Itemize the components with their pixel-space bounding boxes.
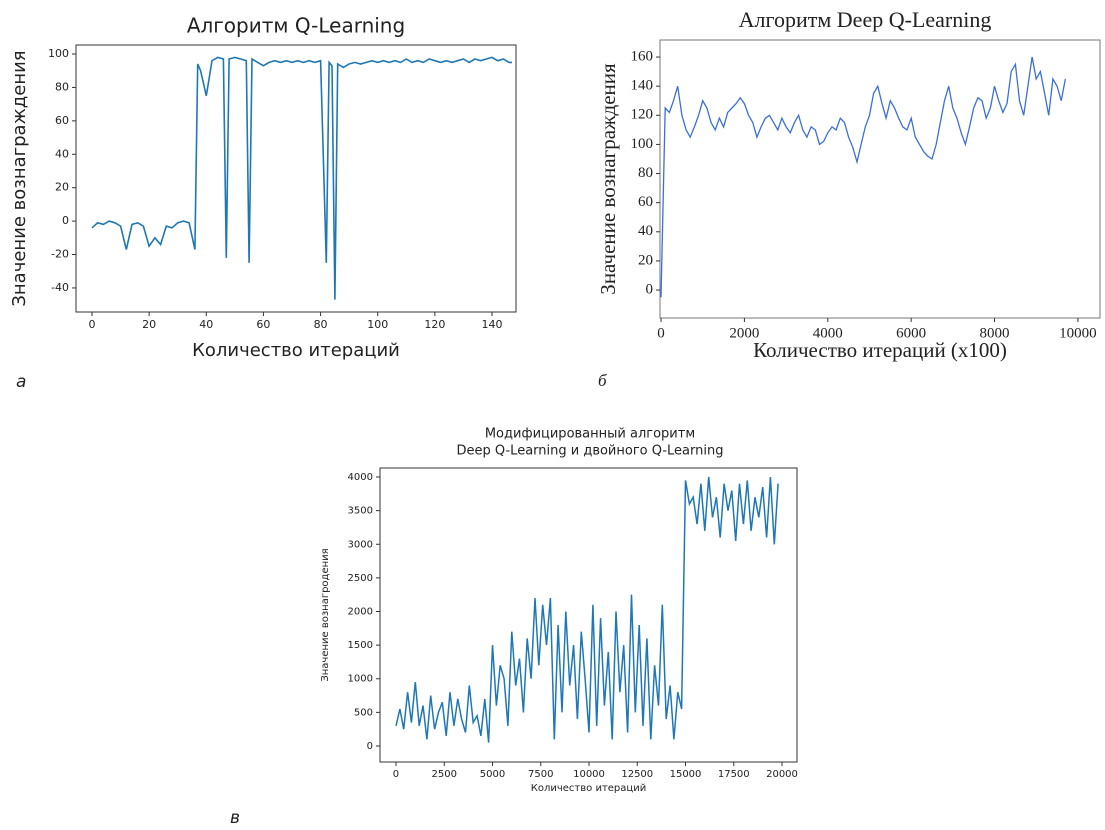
y-tick-label: 500 bbox=[354, 707, 373, 718]
y-tick-label: 160 bbox=[631, 48, 654, 64]
panel-a: 0 20 40 60 80 100 120 140 -40 -20 0 20 40 60 80 100 Алго… bbox=[9, 14, 517, 392]
panel-c: 0 2500 5000 7500 10000 12500 15000 17500 20000 0 5… bbox=[230, 427, 798, 829]
x-axis-label: Количество итераций bbox=[531, 783, 646, 794]
y-tick-label: 1500 bbox=[348, 640, 373, 651]
panel-b: 0 2000 4000 6000 8000 10000 0 20 40 60 80 100 120 140… bbox=[596, 7, 1101, 390]
data-line bbox=[91, 56, 512, 300]
panel-label: а bbox=[16, 372, 26, 392]
x-tick-label: 12500 bbox=[621, 769, 653, 780]
x-tick-label: 120 bbox=[424, 318, 445, 331]
x-tick-label: 4000 bbox=[813, 325, 843, 341]
y-tick-label: 2000 bbox=[348, 607, 373, 618]
x-tick-label: 2500 bbox=[432, 769, 457, 780]
panel-label: в bbox=[230, 808, 240, 828]
x-axis-label: Количество итераций bbox=[192, 340, 400, 361]
data-line bbox=[395, 476, 779, 743]
x-tick-label: 60 bbox=[256, 318, 270, 331]
data-line bbox=[660, 56, 1067, 298]
y-tick-label: 0 bbox=[646, 281, 654, 297]
x-tick-label: 0 bbox=[89, 318, 96, 331]
x-tick-label: 10000 bbox=[1059, 325, 1097, 341]
y-tick-label: 120 bbox=[631, 107, 654, 123]
chart-title: Модифицированный алгоритм bbox=[485, 427, 695, 442]
y-tick-label: 2500 bbox=[348, 573, 373, 584]
x-tick-label: 10000 bbox=[573, 769, 605, 780]
y-tick-label: 3000 bbox=[348, 539, 373, 550]
panel-label: б bbox=[598, 371, 607, 390]
x-tick-label: 7500 bbox=[528, 769, 553, 780]
y-tick-label: -40 bbox=[51, 281, 69, 294]
y-axis-label: Значение вознаграждения bbox=[596, 63, 620, 295]
chart-title: Deep Q-Learning и двойного Q-Learning bbox=[457, 444, 724, 459]
y-tick-label: 100 bbox=[48, 47, 69, 60]
y-axis-label: Значение вознаграждения bbox=[9, 50, 30, 306]
y-tick-label: 0 bbox=[62, 214, 69, 227]
y-tick-label: 100 bbox=[631, 136, 654, 152]
y-tick-label: 0 bbox=[367, 741, 373, 752]
y-tick-label: 60 bbox=[638, 194, 653, 210]
plot-frame bbox=[659, 39, 1101, 319]
y-tick-label: 80 bbox=[638, 165, 653, 181]
chart-title: Алгоритм Q-Learning bbox=[187, 14, 405, 38]
y-tick-label: 140 bbox=[631, 78, 654, 94]
chart-title: Алгоритм Deep Q-Learning bbox=[739, 7, 992, 32]
x-tick-label: 40 bbox=[199, 318, 213, 331]
x-tick-label: 100 bbox=[367, 318, 388, 331]
y-tick-label: 60 bbox=[55, 114, 69, 127]
x-tick-label: 20000 bbox=[766, 769, 798, 780]
x-tick-label: 20 bbox=[142, 318, 156, 331]
y-tick-label: 20 bbox=[638, 252, 653, 268]
plot-frame bbox=[379, 467, 798, 763]
x-tick-label: 8000 bbox=[980, 325, 1010, 341]
y-tick-label: 4000 bbox=[348, 472, 373, 483]
x-tick-label: 5000 bbox=[480, 769, 505, 780]
x-tick-label: 15000 bbox=[670, 769, 702, 780]
y-tick-label: 80 bbox=[55, 80, 69, 93]
y-axis-label: Значение вознагродения bbox=[320, 548, 331, 681]
y-tick-label: 3500 bbox=[348, 506, 373, 517]
x-axis-label: Количество итераций (x100) bbox=[753, 338, 1007, 362]
y-tick-label: 1000 bbox=[348, 674, 373, 685]
x-tick-label: 6000 bbox=[896, 325, 926, 341]
y-tick-label: 40 bbox=[638, 223, 653, 239]
x-tick-label: 0 bbox=[393, 769, 399, 780]
plot-frame bbox=[75, 44, 517, 313]
x-tick-label: 80 bbox=[314, 318, 328, 331]
y-tick-label: 40 bbox=[55, 147, 69, 160]
x-tick-label: 0 bbox=[657, 325, 665, 341]
x-tick-label: 17500 bbox=[718, 769, 750, 780]
y-tick-label: 20 bbox=[55, 181, 69, 194]
x-tick-label: 2000 bbox=[729, 325, 759, 341]
y-tick-label: -20 bbox=[51, 248, 69, 261]
x-tick-label: 140 bbox=[482, 318, 503, 331]
